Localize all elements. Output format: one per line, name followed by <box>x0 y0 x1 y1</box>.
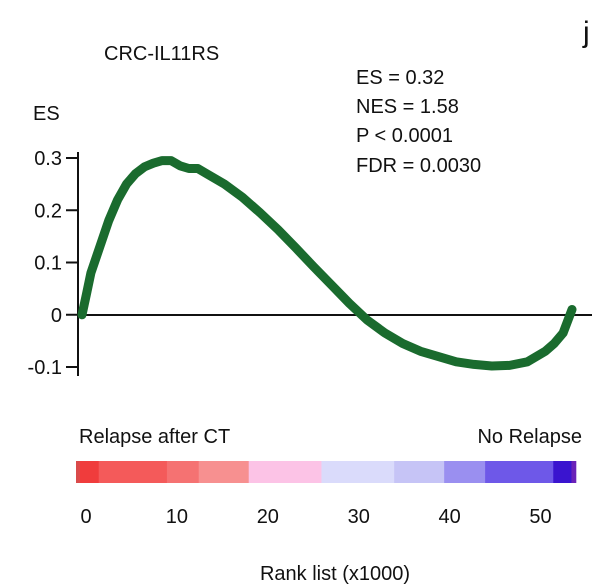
colorbar-segment <box>248 461 322 483</box>
colorbar-left-label: Relapse after CT <box>79 426 230 448</box>
stat-fdr: FDR = 0.0030 <box>356 155 481 177</box>
y-tick-label: 0.3 <box>34 148 62 170</box>
x-tick-labels: 0 10 20 30 40 50 <box>80 506 551 528</box>
colorbar-segment <box>76 461 80 483</box>
x-tick-label: 50 <box>529 506 551 528</box>
y-axis-label: ES <box>33 103 60 125</box>
y-tick-label: -0.1 <box>28 357 62 379</box>
y-tick-label: 0.2 <box>34 200 62 222</box>
stats-block: ES = 0.32 NES = 1.58 P < 0.0001 FDR = 0.… <box>356 67 481 177</box>
y-tick-label: 0.1 <box>34 253 62 275</box>
y-ticks: 0.3 0.2 0.1 0 -0.1 <box>28 148 78 379</box>
colorbar-segment <box>79 461 100 483</box>
x-tick-label: 0 <box>80 506 91 528</box>
stat-nes: NES = 1.58 <box>356 96 459 118</box>
y-tick-label: 0 <box>51 305 62 327</box>
enrichment-score-curve <box>77 156 577 371</box>
x-tick-label: 30 <box>348 506 370 528</box>
colorbar-segment <box>98 461 168 483</box>
colorbar-segment <box>444 461 486 483</box>
x-tick-label: 40 <box>439 506 461 528</box>
colorbar-segment <box>198 461 250 483</box>
x-axis-label: Rank list (x1000) <box>260 563 410 585</box>
colorbar-segment <box>394 461 445 483</box>
x-tick-label: 10 <box>166 506 188 528</box>
stat-es: ES = 0.32 <box>356 67 444 89</box>
x-tick-label: 20 <box>257 506 279 528</box>
colorbar-right-label: No Relapse <box>477 426 582 448</box>
colorbar-segment <box>553 461 572 483</box>
stat-p: P < 0.0001 <box>356 125 453 147</box>
colorbar-segment <box>571 461 577 483</box>
panel-letter: j <box>582 16 590 49</box>
rank-colorbar <box>76 461 577 483</box>
chart-title: CRC-IL11RS <box>104 43 219 65</box>
colorbar-segment <box>166 461 200 483</box>
colorbar-segment <box>485 461 554 483</box>
colorbar-segment <box>321 461 395 483</box>
